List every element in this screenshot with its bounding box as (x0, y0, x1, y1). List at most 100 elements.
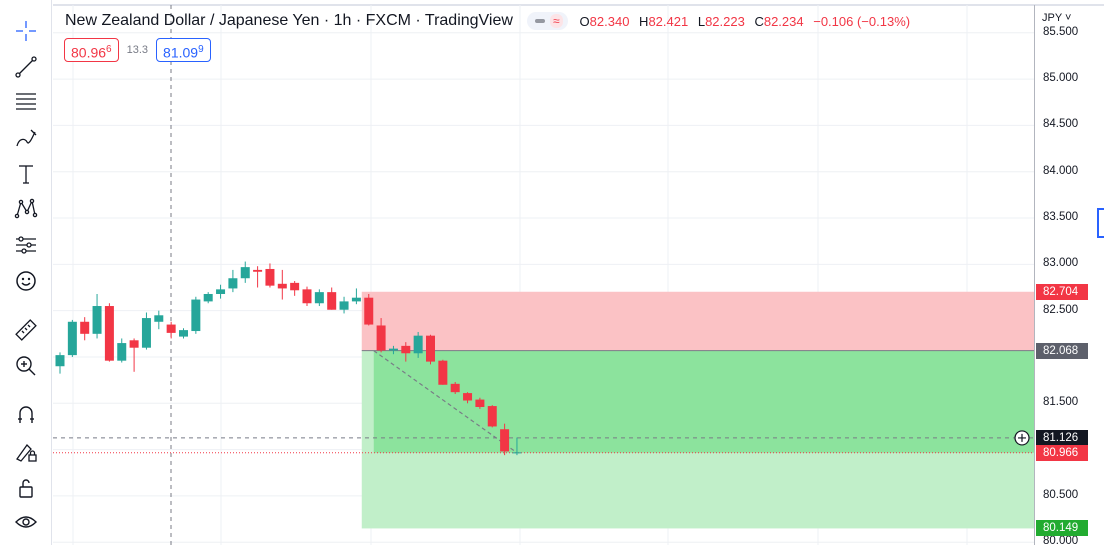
candle-body-up (339, 301, 349, 310)
open-value: 82.340 (589, 13, 630, 29)
candle-body-up (216, 289, 226, 294)
crosshair-icon[interactable] (8, 16, 44, 46)
right-panel-handle[interactable] (1097, 208, 1104, 238)
candle-body-down (290, 282, 300, 291)
candle-body-down (487, 406, 497, 427)
quick-trade-bar: 80.966 13.3 81.099 (64, 38, 211, 62)
low-key: L (697, 13, 706, 29)
stop-loss-zone (361, 291, 1034, 351)
candle-body-up (92, 306, 102, 334)
candle-body-down (166, 324, 176, 333)
current-price-tag: 80.966 (1036, 444, 1088, 461)
low-value: 82.223 (705, 13, 745, 29)
crosshair-price-tag: 81.126 (1036, 429, 1088, 446)
ruler-icon[interactable] (8, 315, 44, 345)
magnet-icon[interactable] (8, 400, 44, 430)
candle-body-up (314, 292, 324, 304)
candle-body-down (129, 340, 139, 348)
candle-body-up (388, 348, 398, 351)
forecast-icon[interactable] (8, 230, 44, 260)
candle-body-up (351, 297, 361, 302)
brush-icon[interactable] (8, 124, 44, 154)
candle-body-up (240, 267, 250, 279)
add-alert-icon[interactable] (1014, 430, 1030, 446)
candle-body-down (302, 289, 312, 304)
candle-body-down (500, 429, 510, 452)
sell-button[interactable]: 80.966 (64, 38, 119, 62)
candle-body-down (450, 383, 460, 393)
target-price-tag: 80.149 (1036, 520, 1088, 537)
candle-body-up (512, 452, 522, 454)
sell-price: 80.96 (71, 44, 107, 61)
candle-body-up (154, 315, 164, 322)
text-icon[interactable] (8, 159, 44, 189)
currency-selector[interactable]: JPY ˅ (1042, 12, 1072, 24)
candle-body-up (228, 278, 238, 289)
candle-body-down (253, 269, 263, 272)
sell-price-pip: 6 (106, 44, 112, 55)
candle-body-up (55, 355, 65, 367)
candle-body-down (104, 306, 114, 361)
emoji-icon[interactable] (8, 266, 44, 296)
close-value: 82.234 (763, 13, 804, 29)
trade-path-line (373, 350, 518, 454)
candle-body-up (67, 321, 77, 356)
price-chart[interactable] (53, 5, 1034, 545)
axis-tick-label: 84.000 (1043, 164, 1079, 177)
trend-line-icon[interactable] (8, 52, 44, 82)
fib-retracement-icon[interactable] (8, 87, 44, 117)
legend-controls[interactable]: ≈ (526, 12, 568, 30)
candle-body-up (117, 343, 127, 361)
lock-drawing-icon[interactable] (8, 437, 44, 467)
candle-body-up (413, 335, 423, 354)
candle-body-down (80, 321, 90, 334)
candle-body-down (327, 292, 337, 310)
candle-body-down (475, 399, 485, 407)
drawing-toolbar (0, 0, 52, 545)
candle-body-down (265, 268, 275, 286)
candle-body-up (203, 293, 213, 302)
pattern-icon[interactable] (8, 194, 44, 224)
candle-body-up (141, 318, 151, 348)
lock-icon[interactable] (8, 473, 44, 503)
symbol-title[interactable]: New Zealand Dollar / Japanese Yen · 1h ·… (65, 12, 513, 29)
axis-tick-label: 84.500 (1043, 118, 1079, 131)
axis-tick-label: 81.500 (1043, 396, 1079, 409)
axis-tick-label: 85.500 (1043, 25, 1079, 38)
candle-body-down (277, 283, 287, 289)
stop-price-tag: 82.704 (1036, 283, 1088, 300)
candle-body-down (376, 325, 386, 351)
candle-body-down (426, 335, 435, 362)
candle-body-up (179, 330, 188, 337)
price-axis[interactable]: 85.500 85.000 84.500 84.000 83.500 83.000 82.5… (1034, 5, 1104, 545)
axis-tick-label: 80.000 (1043, 535, 1079, 545)
axis-tick-label: 80.500 (1043, 488, 1079, 501)
axis-tick-label: 85.000 (1043, 72, 1079, 85)
wave-pill-icon[interactable]: ≈ (549, 14, 563, 28)
close-key: C (754, 13, 764, 29)
axis-tick-label: 83.000 (1043, 257, 1079, 270)
high-value: 82.421 (648, 13, 689, 29)
axis-tick-label: 83.500 (1043, 211, 1079, 224)
axis-tick-label: 82.500 (1043, 303, 1079, 316)
candle-body-up (191, 299, 201, 332)
zoom-in-icon[interactable] (8, 351, 44, 381)
buy-price: 81.09 (163, 44, 199, 61)
candle-body-down (438, 360, 448, 385)
ohlc-values: O82.340 H82.421 L82.223 C82.234 −0.106 (… (580, 14, 911, 29)
open-key: O (579, 13, 590, 29)
spread-value: 13.3 (126, 44, 149, 56)
entry-price-tag: 82.068 (1036, 342, 1088, 359)
high-key: H (639, 13, 649, 29)
eye-icon[interactable] (8, 507, 44, 537)
change-value: −0.106 (−0.13%) (813, 13, 911, 29)
candle-body-down (401, 345, 411, 354)
candle-body-down (463, 393, 473, 401)
candle-body-down (364, 297, 374, 325)
collapse-icon[interactable] (534, 19, 545, 23)
chart-pane[interactable] (53, 5, 1034, 545)
buy-price-pip: 9 (198, 44, 204, 55)
chart-top-border (53, 4, 1104, 6)
buy-button[interactable]: 81.099 (156, 38, 211, 62)
symbol-legend: New Zealand Dollar / Japanese Yen · 1h ·… (65, 12, 910, 30)
